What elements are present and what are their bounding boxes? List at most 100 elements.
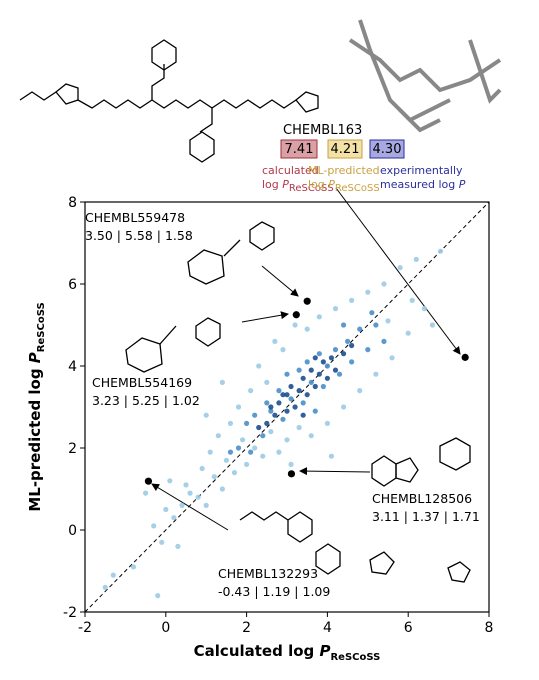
point [345,338,351,344]
label-part: log [262,178,282,191]
highlight-point [144,477,153,485]
point [292,322,298,328]
point [316,351,322,357]
point [207,449,213,455]
point [248,449,254,455]
point [244,420,250,426]
label-part: P [459,178,466,191]
y-tick-label: 6 [68,277,77,293]
point [437,248,444,254]
label-part: ReSCoSS [335,183,380,194]
point [280,392,286,398]
label-part: log [308,178,328,191]
y-tick-label: 4 [68,359,77,375]
point [328,355,335,361]
point [304,359,310,365]
point [252,412,258,418]
identity-line [84,201,490,613]
point [276,449,282,455]
point [312,383,318,390]
point [312,355,318,361]
legend-swatch [327,139,363,159]
point [288,383,294,390]
point [340,404,347,410]
point [300,375,306,381]
point [276,400,282,406]
point [143,490,149,496]
point [373,371,379,377]
x-tick-label: 2 [242,620,251,636]
point [288,396,294,402]
point [304,392,310,398]
legend-value: 4.21 [331,142,360,157]
point [167,478,173,484]
annotation-name: CHEMBL128506 [372,491,472,506]
label-part: measured log [380,178,459,191]
arrow [151,483,229,531]
point [256,363,262,369]
point [405,330,411,336]
arrow [261,265,299,297]
point [227,420,234,426]
point [284,408,290,414]
molecule-132293 [239,511,471,583]
point [280,416,286,422]
molecule-554169 [125,317,221,373]
point [288,461,294,467]
point [215,433,221,439]
legend-label: experimentally [380,164,463,177]
legend-label: measured log P [380,178,466,191]
point [332,367,339,373]
point [320,383,326,390]
point [203,412,209,418]
label-part: P [319,642,330,660]
legend-swatch [280,139,318,159]
point [264,379,270,385]
molecule-top [19,39,319,163]
point [320,359,326,365]
point [340,322,347,328]
label-part: P [282,178,289,191]
point [252,445,258,451]
point [239,437,246,443]
arrow [241,311,289,323]
point [312,408,318,414]
annotation-name: CHEMBL554169 [92,375,192,390]
y-tick-label: -2 [63,605,77,621]
y-tick-label: 8 [68,195,77,211]
point [300,412,306,418]
point [231,470,238,476]
point [102,584,108,591]
point [223,457,229,463]
point [163,506,169,513]
label-part: P [26,352,44,363]
point [272,338,278,344]
point [349,359,355,365]
point [332,347,339,353]
y-tick-label: 0 [68,523,77,539]
point [365,289,371,295]
point [199,465,205,472]
point [365,347,371,353]
annotation-values: -0.43 | 1.19 | 1.09 [218,584,330,599]
point [429,322,436,328]
point [292,404,298,410]
point [389,355,395,361]
highlight-point [461,353,469,361]
annotation-values: 3.50 | 5.58 | 1.58 [85,228,193,243]
molecule-559478 [187,221,275,285]
point [369,310,375,316]
label-part: ReSCoSS [36,302,47,352]
label-part: ML-predicted log [26,363,44,512]
y-axis-label: ML-predicted log PReSCoSS [26,302,47,511]
point [248,388,254,394]
legend-value: 4.30 [373,142,402,157]
point [397,265,403,271]
point [256,424,262,431]
point [300,400,306,406]
point [195,494,201,500]
annotation-name: CHEMBL559478 [85,210,185,225]
y-tick-label: 2 [68,441,77,457]
point [349,297,355,303]
point [284,437,290,443]
